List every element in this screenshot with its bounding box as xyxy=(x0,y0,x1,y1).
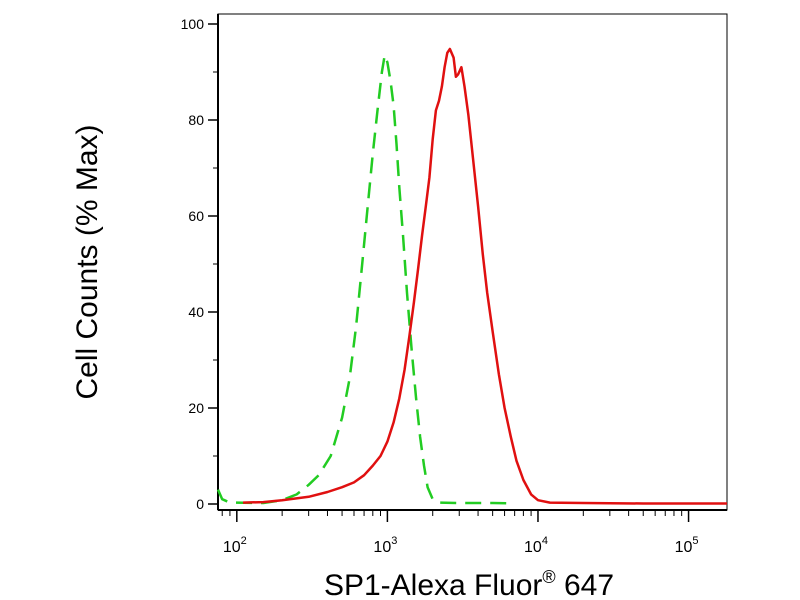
tick-labels: 0 20 40 60 80 100 102 103 104 105 xyxy=(181,16,699,556)
x-axis-label: SP1-Alexa Fluor® 647 xyxy=(324,567,614,600)
x-axis-label-main: SP1-Alexa Fluor xyxy=(324,569,542,600)
plot-frame xyxy=(217,13,728,511)
y-tick-label: 100 xyxy=(181,16,205,32)
y-tick-label: 60 xyxy=(188,208,204,224)
series-group xyxy=(216,47,727,505)
y-tick-label: 40 xyxy=(188,304,204,320)
y-axis-label: Cell Counts (% Max) xyxy=(71,124,104,399)
x-tick-label: 105 xyxy=(675,535,699,556)
series-line-dashed xyxy=(216,53,515,505)
y-tick-label: 0 xyxy=(196,496,204,512)
series-line-solid xyxy=(242,47,727,505)
x-tick-label: 102 xyxy=(223,535,247,556)
x-tick-label: 104 xyxy=(524,535,548,556)
x-axis-label-registered: ® xyxy=(542,567,555,587)
axes xyxy=(208,13,728,522)
y-tick-label: 20 xyxy=(188,400,204,416)
x-tick-label: 103 xyxy=(373,535,397,556)
x-axis-label-tail: 647 xyxy=(556,569,614,600)
y-tick-label: 80 xyxy=(188,112,204,128)
